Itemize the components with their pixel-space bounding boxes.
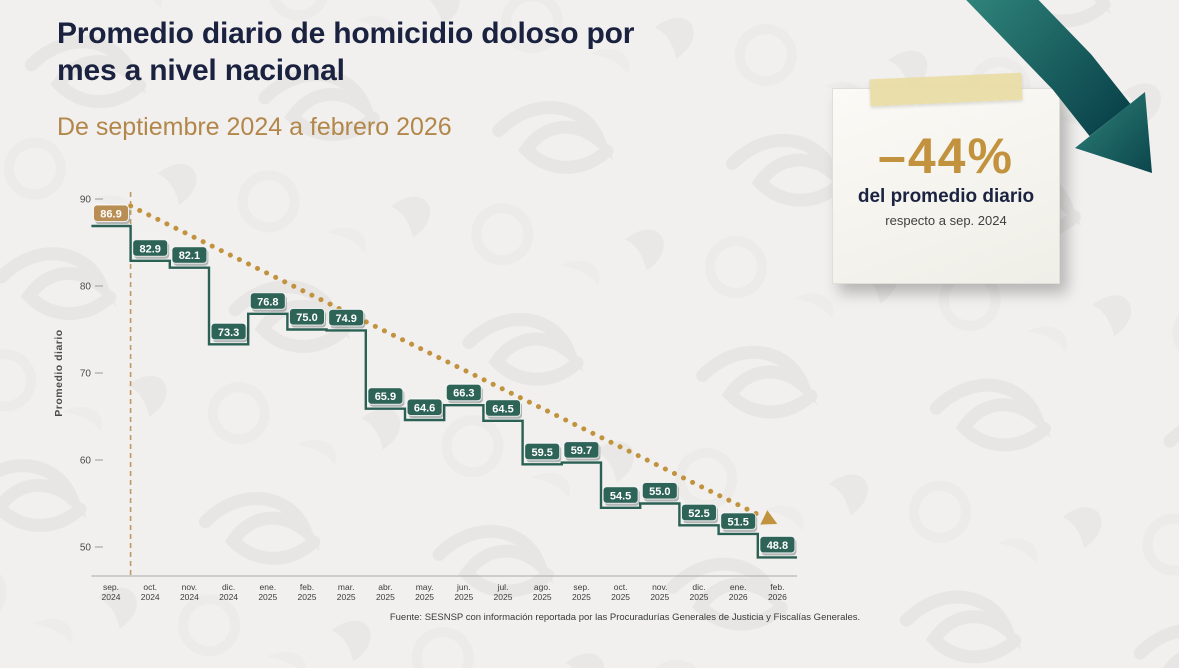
annotation-card: –44% del promedio diario respecto a sep.… xyxy=(832,72,1060,284)
x-tick-month: ago. xyxy=(534,582,551,592)
y-tick-label: 60 xyxy=(80,456,92,467)
x-tick-year: 2025 xyxy=(258,592,277,602)
x-tick-year: 2025 xyxy=(611,592,630,602)
value-label xyxy=(563,441,600,459)
value-label xyxy=(720,512,757,530)
value-label xyxy=(289,308,325,326)
downward-trend-arrow xyxy=(966,0,1152,173)
y-axis-title: Promedio diario xyxy=(53,329,65,416)
value-label-text: 66.3 xyxy=(453,388,474,400)
value-label-text: 59.5 xyxy=(531,447,552,459)
source-note: Fuente: SESNSP con información reportada… xyxy=(389,612,861,623)
step-line xyxy=(91,224,797,559)
value-label-text: 74.9 xyxy=(335,313,356,325)
x-tick-month: mar. xyxy=(338,582,355,592)
value-label-text: 73.3 xyxy=(218,327,239,339)
value-label xyxy=(406,398,443,416)
value-label-text: 82.1 xyxy=(179,250,200,262)
x-tick-month: jun. xyxy=(456,582,471,592)
x-tick-year: 2025 xyxy=(298,592,317,602)
x-tick-year: 2024 xyxy=(180,592,199,602)
percent-caption: del promedio diario xyxy=(857,186,1035,207)
value-label-text: 55.0 xyxy=(649,486,670,498)
x-tick-year: 2026 xyxy=(729,592,748,602)
value-label xyxy=(524,442,561,461)
x-tick-month: sep. xyxy=(103,582,119,592)
trend-dotted-line xyxy=(128,203,767,520)
page-title-line2: mes a nivel nacional xyxy=(57,53,345,87)
value-label xyxy=(171,246,208,264)
value-label xyxy=(93,204,129,222)
y-tick-label: 50 xyxy=(80,543,92,554)
value-label-text: 75.0 xyxy=(296,312,317,324)
y-tick-label: 80 xyxy=(80,282,92,293)
value-label xyxy=(210,322,247,341)
x-tick-year: 2024 xyxy=(219,592,238,602)
arrow-head xyxy=(1075,92,1152,173)
value-label-text: 54.5 xyxy=(610,490,631,502)
x-tick-month: jul. xyxy=(497,582,509,592)
x-tick-month: dic. xyxy=(222,582,235,592)
value-label xyxy=(681,503,717,522)
x-tick-month: ene. xyxy=(260,582,277,592)
x-tick-year: 2026 xyxy=(768,592,787,602)
page-title-line1: Promedio diario de homicidio doloso por xyxy=(57,17,635,50)
value-label xyxy=(445,383,482,402)
x-tick-month: ene. xyxy=(730,582,747,592)
value-label xyxy=(367,387,404,405)
x-tick-month: feb. xyxy=(300,582,314,592)
trend-arrowhead xyxy=(760,510,778,525)
x-tick-year: 2025 xyxy=(454,592,473,602)
value-label xyxy=(641,482,678,500)
x-tick-year: 2025 xyxy=(376,592,395,602)
value-label xyxy=(485,399,521,417)
value-label xyxy=(602,486,639,504)
value-label-text: 76.8 xyxy=(257,296,278,308)
x-tick-month: may. xyxy=(416,582,434,592)
x-tick-year: 2025 xyxy=(415,592,434,602)
x-tick-year: 2025 xyxy=(337,592,356,602)
value-label-text: 86.9 xyxy=(100,209,121,221)
value-label-text: 64.6 xyxy=(414,403,435,415)
x-tick-year: 2025 xyxy=(533,592,552,602)
value-label-text: 65.9 xyxy=(375,391,396,403)
page-title: Promedio diario de homicidio doloso por m… xyxy=(57,16,634,89)
x-tick-year: 2025 xyxy=(690,592,709,602)
x-tick-month: oct. xyxy=(614,582,628,592)
x-tick-year: 2024 xyxy=(141,592,160,602)
x-tick-month: nov. xyxy=(652,582,667,592)
value-label xyxy=(132,239,169,257)
page-subtitle: De septiembre 2024 a febrero 2026 xyxy=(57,113,452,142)
percent-change: –44% xyxy=(878,128,1014,184)
value-label-text: 48.8 xyxy=(767,540,788,552)
x-tick-year: 2025 xyxy=(572,592,591,602)
value-label-text: 59.7 xyxy=(571,445,592,457)
step-chart: 5060708090sep.2024oct.2024nov.2024dic.20… xyxy=(53,192,797,602)
value-label-text: 82.9 xyxy=(139,243,160,255)
x-tick-month: dic. xyxy=(692,582,705,592)
x-tick-month: sep. xyxy=(573,582,589,592)
x-tick-month: feb. xyxy=(770,582,784,592)
x-tick-month: oct. xyxy=(143,582,157,592)
y-tick-label: 90 xyxy=(80,195,92,206)
value-label-text: 51.5 xyxy=(727,516,748,528)
x-tick-month: nov. xyxy=(182,582,197,592)
value-label xyxy=(328,308,365,327)
value-label xyxy=(249,292,286,310)
arrow-shaft xyxy=(966,0,1131,137)
value-label-text: 64.5 xyxy=(492,403,513,415)
header: Promedio diario de homicidio doloso por m… xyxy=(57,16,634,142)
value-label xyxy=(759,535,796,554)
x-tick-year: 2025 xyxy=(650,592,669,602)
value-label-text: 52.5 xyxy=(688,508,709,520)
x-tick-year: 2024 xyxy=(102,592,121,602)
percent-subcaption: respecto a sep. 2024 xyxy=(885,213,1007,228)
x-tick-year: 2025 xyxy=(494,592,513,602)
x-tick-month: abr. xyxy=(378,582,392,592)
y-tick-label: 70 xyxy=(80,369,92,380)
